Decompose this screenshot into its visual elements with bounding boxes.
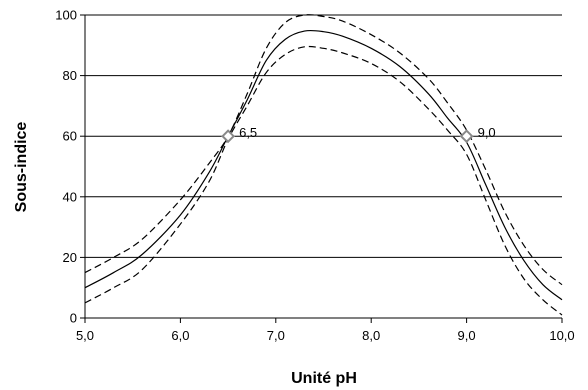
- marker-label: 6,5: [239, 125, 257, 140]
- y-tick-label: 100: [55, 8, 77, 23]
- axes: [80, 14, 563, 323]
- x-tick-label: 9,0: [458, 328, 476, 343]
- x-tick-label: 10,0: [549, 328, 574, 343]
- series-line-lower-dashed: [84, 45, 563, 316]
- y-tick-label: 20: [63, 250, 77, 265]
- y-tick-label: 40: [63, 189, 77, 204]
- diamond-marker: [459, 129, 474, 144]
- x-tick-label: 5,0: [76, 328, 94, 343]
- marker-label: 9,0: [478, 125, 496, 140]
- series-lines: [84, 14, 563, 316]
- y-tick-label: 80: [63, 68, 77, 83]
- grid-lines: [85, 14, 562, 258]
- series-line-central: [84, 29, 563, 301]
- series-line-upper-dashed: [84, 14, 563, 286]
- x-tick-label: 8,0: [362, 328, 380, 343]
- y-tick-label: 0: [70, 311, 77, 326]
- x-axis-title: Unité pH: [291, 370, 357, 387]
- x-tick-label: 7,0: [267, 328, 285, 343]
- diamond-marker: [221, 129, 236, 144]
- y-tick-label: 60: [63, 129, 77, 144]
- tick-labels: 0 20 40 60 80 100 5,0 6,0 7,0 8,0 9,0 10,0: [55, 8, 574, 344]
- y-axis-title: Sous-indice: [13, 122, 30, 213]
- x-tick-label: 6,0: [171, 328, 189, 343]
- markers: 6,5 9,0: [221, 125, 496, 144]
